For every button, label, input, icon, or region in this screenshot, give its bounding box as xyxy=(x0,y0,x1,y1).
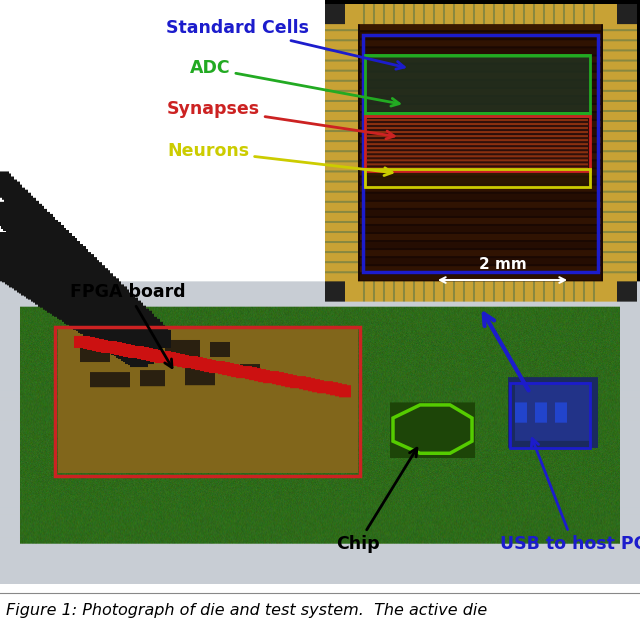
Bar xyxy=(365,169,590,187)
Bar xyxy=(510,383,590,448)
Text: Chip: Chip xyxy=(336,448,417,553)
Text: Figure 1: Photograph of die and test system.  The active die: Figure 1: Photograph of die and test sys… xyxy=(6,603,488,618)
Bar xyxy=(363,35,598,272)
Text: 2 mm: 2 mm xyxy=(479,257,526,272)
Text: ADC: ADC xyxy=(189,60,399,106)
Text: Synapses: Synapses xyxy=(166,100,394,139)
Bar xyxy=(365,116,590,171)
Text: Standard Cells: Standard Cells xyxy=(166,19,404,69)
Text: Neurons: Neurons xyxy=(167,142,392,175)
Bar xyxy=(365,55,590,116)
Text: USB to host PC: USB to host PC xyxy=(500,438,640,553)
Text: FPGA board: FPGA board xyxy=(70,283,186,368)
Bar xyxy=(55,327,360,476)
